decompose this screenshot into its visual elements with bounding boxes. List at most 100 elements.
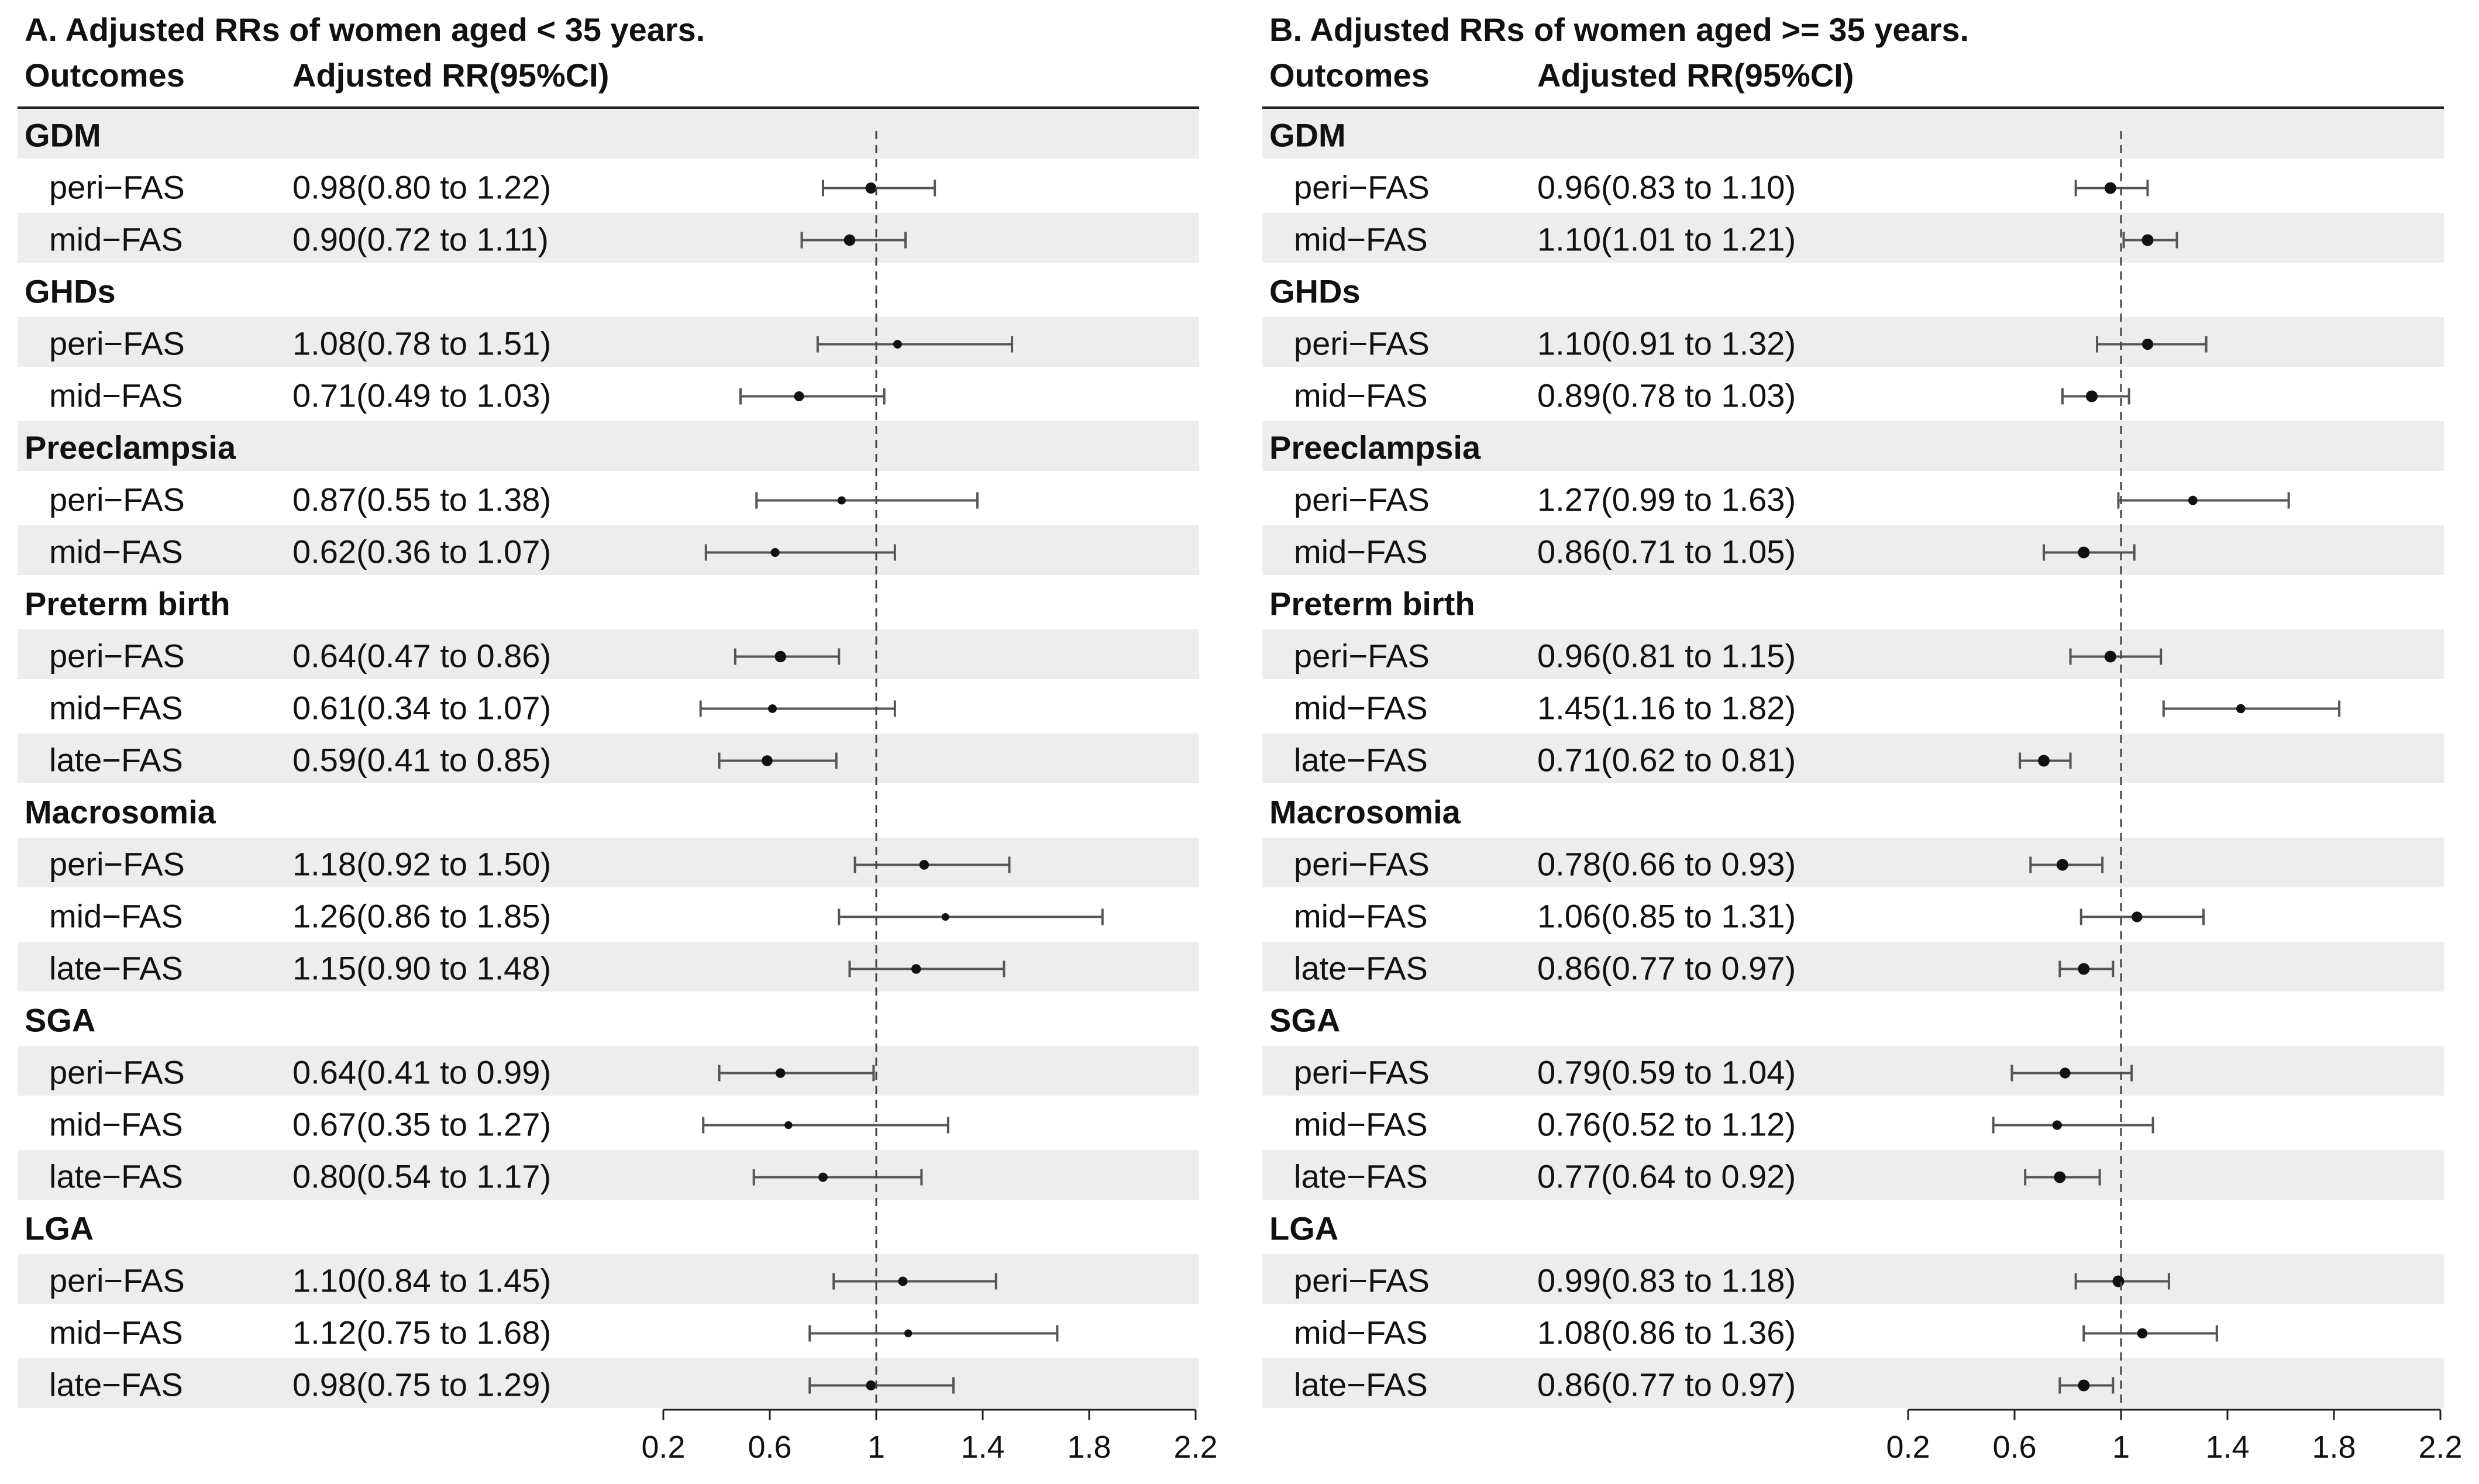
point-estimate <box>2078 546 2090 559</box>
rr-value: 0.86(0.71 to 1.05) <box>1537 533 1796 570</box>
panel-a-outcomes-header: Outcomes <box>25 57 185 94</box>
row-band <box>18 525 1199 575</box>
row-label: late−FAS <box>49 742 183 779</box>
row-label: late−FAS <box>1294 742 1428 779</box>
row-labels: GDM peri−FAS 0.98(0.80 to 1.22) mid−FAS 0.90… <box>25 117 551 1403</box>
group-label: Preeclampsia <box>25 429 236 466</box>
row-label: peri−FAS <box>1294 1054 1430 1091</box>
row-label: mid−FAS <box>1294 690 1428 726</box>
rr-value: 0.76(0.52 to 1.12) <box>1537 1106 1796 1143</box>
rr-value: 0.64(0.41 to 0.99) <box>292 1054 551 1091</box>
row-label: late−FAS <box>49 950 183 987</box>
row-label: peri−FAS <box>1294 638 1430 674</box>
panel-b-rr-header: Adjusted RR(95%CI) <box>1537 57 1854 94</box>
row-label: peri−FAS <box>49 638 185 674</box>
row-band <box>1262 1358 2444 1408</box>
rr-value: 0.96(0.83 to 1.10) <box>1537 169 1796 206</box>
rr-value: 0.71(0.62 to 0.81) <box>1537 742 1796 779</box>
row-band <box>18 838 1199 887</box>
row-label: late−FAS <box>1294 950 1428 987</box>
row-label: mid−FAS <box>49 1106 183 1143</box>
row-label: mid−FAS <box>49 533 183 570</box>
rr-value: 0.59(0.41 to 0.85) <box>292 742 551 779</box>
row-label: late−FAS <box>1294 1158 1428 1195</box>
row-label: peri−FAS <box>1294 846 1430 883</box>
point-estimate <box>2137 1328 2148 1339</box>
x-tick-label: 1 <box>867 1430 885 1465</box>
row-band <box>18 317 1199 367</box>
row-band <box>18 109 1199 159</box>
row-label: peri−FAS <box>1294 481 1430 518</box>
point-estimate <box>2132 911 2143 922</box>
x-tick-label: 1.8 <box>1067 1430 1111 1465</box>
row-label: late−FAS <box>1294 1366 1428 1403</box>
point-estimate <box>770 548 780 557</box>
row-band <box>18 213 1199 263</box>
point-estimate <box>784 1121 793 1130</box>
row-label: peri−FAS <box>1294 169 1430 206</box>
point-estimate <box>941 913 949 921</box>
rr-value: 0.87(0.55 to 1.38) <box>292 481 551 518</box>
x-tick-label: 0.2 <box>641 1430 685 1465</box>
point-estimate <box>919 860 929 870</box>
group-label: Macrosomia <box>1269 794 1461 831</box>
row-band <box>1262 734 2444 783</box>
point-estimate <box>2038 755 2050 767</box>
point-estimate <box>911 964 921 974</box>
rr-value: 0.98(0.75 to 1.29) <box>292 1366 551 1403</box>
panel-a-title: A. Adjusted RRs of women aged < 35 years… <box>25 11 705 48</box>
point-estimate <box>818 1172 828 1182</box>
row-band <box>1262 421 2444 471</box>
row-band <box>1262 213 2444 263</box>
point-estimate <box>837 496 846 505</box>
x-tick-label: 1.4 <box>2205 1430 2249 1465</box>
point-estimate <box>775 1068 786 1078</box>
group-label: Macrosomia <box>25 794 216 831</box>
point-estimate <box>2104 182 2116 194</box>
rr-value: 0.79(0.59 to 1.04) <box>1537 1054 1796 1091</box>
row-label: late−FAS <box>49 1366 183 1403</box>
group-label: GDM <box>25 117 101 154</box>
row-band <box>1262 109 2444 159</box>
row-label: mid−FAS <box>49 1314 183 1351</box>
rr-value: 1.27(0.99 to 1.63) <box>1537 481 1796 518</box>
rr-value: 0.86(0.77 to 0.97) <box>1537 950 1796 987</box>
x-axis: 0.2 0.6 1 1.4 1.8 2.2 <box>641 1409 1218 1465</box>
panel-b-title: B. Adjusted RRs of women aged >= 35 year… <box>1269 11 1969 48</box>
row-label: mid−FAS <box>49 221 183 258</box>
point-estimate <box>2112 1275 2125 1287</box>
row-label: mid−FAS <box>1294 377 1428 414</box>
rr-value: 1.10(0.91 to 1.32) <box>1537 325 1796 362</box>
rr-value: 0.62(0.36 to 1.07) <box>292 533 551 570</box>
rr-value: 0.99(0.83 to 1.18) <box>1537 1262 1796 1299</box>
row-band <box>1262 1254 2444 1304</box>
row-band <box>18 942 1199 991</box>
rr-value: 0.64(0.47 to 0.86) <box>292 638 551 674</box>
point-estimate <box>2056 859 2068 871</box>
x-tick-label: 0.6 <box>1992 1430 2036 1465</box>
row-band <box>18 1358 1199 1408</box>
panel-a-rr-header: Adjusted RR(95%CI) <box>292 57 609 94</box>
rr-value: 0.89(0.78 to 1.03) <box>1537 377 1796 414</box>
group-label: GHDs <box>1269 273 1361 310</box>
group-label: Preterm birth <box>25 586 230 622</box>
point-estimate <box>762 755 773 766</box>
point-estimate <box>843 234 856 246</box>
x-tick-label: 1 <box>2112 1430 2130 1465</box>
row-bands <box>18 109 1199 1408</box>
rr-value: 1.06(0.85 to 1.31) <box>1537 898 1796 935</box>
rr-value: 1.12(0.75 to 1.68) <box>292 1314 551 1351</box>
row-label: peri−FAS <box>49 325 185 362</box>
rr-value: 0.67(0.35 to 1.27) <box>292 1106 551 1143</box>
x-tick-label: 1.4 <box>960 1430 1004 1465</box>
group-label: LGA <box>25 1210 94 1247</box>
point-estimate <box>2078 963 2090 975</box>
x-tick-label: 0.6 <box>748 1430 791 1465</box>
row-label: peri−FAS <box>49 846 185 883</box>
point-estimate <box>2188 495 2198 505</box>
row-band <box>1262 629 2444 679</box>
rr-value: 0.90(0.72 to 1.11) <box>292 221 549 258</box>
row-label: mid−FAS <box>1294 898 1428 935</box>
row-labels: GDM peri−FAS 0.96(0.83 to 1.10) mid−FAS 1.10… <box>1269 117 1796 1403</box>
rr-value: 1.18(0.92 to 1.50) <box>292 846 551 883</box>
